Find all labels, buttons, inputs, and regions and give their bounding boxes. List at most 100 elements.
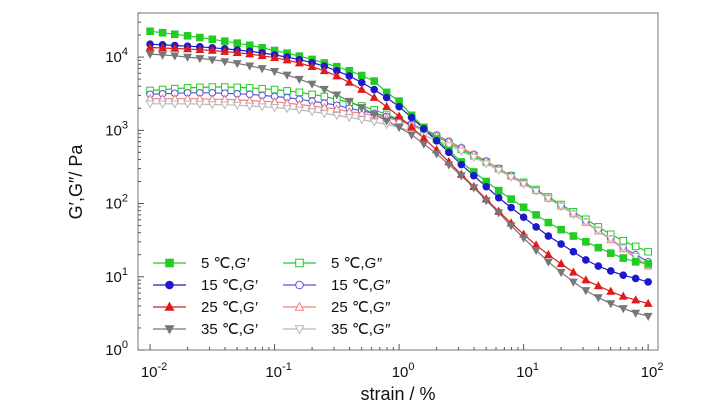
data-point [582,238,590,246]
data-point [232,47,242,56]
data-point [158,100,168,109]
data-point [332,104,342,113]
data-point [195,55,205,64]
data-point [294,58,304,67]
legend-label-prefix: 5 ℃, [331,255,365,272]
data-point [619,271,628,280]
y-tick-label: 104 [105,46,128,66]
legend-label: 25 ℃,G′ [201,299,259,316]
data-point [382,101,392,111]
y-tick-label: 101 [105,266,128,286]
data-point [618,244,628,253]
data-point [258,84,266,93]
data-point [432,136,441,145]
data-point [419,140,429,149]
data-point [631,258,640,266]
data-point [394,111,404,120]
legend-item: 5 ℃,G′ [153,255,250,272]
data-point [619,254,628,262]
data-point [594,262,603,270]
legend-label: 25 ℃,G″ [331,299,391,316]
data-point [369,92,379,101]
y-tick-label: 103 [105,119,128,139]
data-point [257,51,267,60]
data-point [183,100,193,109]
data-point [257,103,267,112]
data-point [307,80,317,89]
data-point [569,232,578,240]
data-point [332,91,342,100]
data-point [232,60,242,69]
y-tick-label-base: 10 [105,122,122,139]
data-point [220,101,230,110]
x-tick-label-base: 10 [141,364,158,381]
data-point [544,232,553,240]
legend-swatch-marker [165,258,174,268]
data-point [445,148,453,157]
data-point [220,83,229,91]
data-point [557,225,565,234]
data-point [295,88,304,97]
x-tick-label-base: 10 [392,364,409,381]
legend-swatch-marker [294,325,305,335]
data-point [494,186,503,195]
data-point [270,52,280,62]
legend-label-symbol: G″ [373,321,391,338]
legend-label: 5 ℃,G″ [331,255,382,272]
data-point [207,56,217,65]
data-point [507,195,515,203]
data-point [593,294,603,303]
data-point [494,193,503,202]
data-point [195,44,205,54]
data-point [357,104,367,113]
legend-item: 25 ℃,G″ [283,299,391,316]
data-point [332,112,342,121]
data-point [220,37,229,45]
data-point [481,197,491,206]
legend-item: 15 ℃,G″ [283,277,391,294]
data-point [294,75,304,84]
data-point [282,71,292,80]
data-point [643,312,653,321]
data-point [294,106,304,115]
y-tick-label-exponent: 0 [122,339,128,351]
data-point [519,213,528,222]
y-tick-label: 100 [105,339,128,359]
legend-label-prefix: 15 ℃, [201,277,243,294]
data-point [382,93,391,102]
legend-label-prefix: 25 ℃, [331,299,373,316]
data-point [370,85,379,94]
data-point [158,43,168,52]
data-point [519,203,528,212]
x-tick-label: 100 [392,361,415,381]
data-point [568,278,578,287]
data-point [470,171,478,180]
data-point [382,117,392,126]
data-point [644,247,652,256]
y-tick-label: 102 [105,193,128,213]
data-point [593,281,603,290]
data-point [581,218,591,227]
data-point [532,211,540,219]
x-tick-label-base: 10 [641,364,658,381]
x-tick-label: 10-2 [141,361,167,381]
data-point [644,278,652,286]
legend-swatch-marker [164,301,175,311]
legend-label-symbol: G′ [243,299,259,316]
data-point [344,97,354,107]
y-tick-label-exponent: 4 [122,46,128,58]
legend-label-symbol: G″ [373,277,391,294]
data-point [507,203,515,212]
legend-swatch-marker [165,280,174,290]
legend-label: 35 ℃,G′ [201,321,259,338]
data-point [593,227,603,236]
data-point [469,184,479,193]
data-point [568,267,578,276]
data-point [220,46,230,55]
data-point [245,102,255,111]
data-point [270,67,280,77]
data-point [357,116,367,125]
data-point [407,113,416,122]
legend-item: 5 ℃,G″ [283,255,382,272]
